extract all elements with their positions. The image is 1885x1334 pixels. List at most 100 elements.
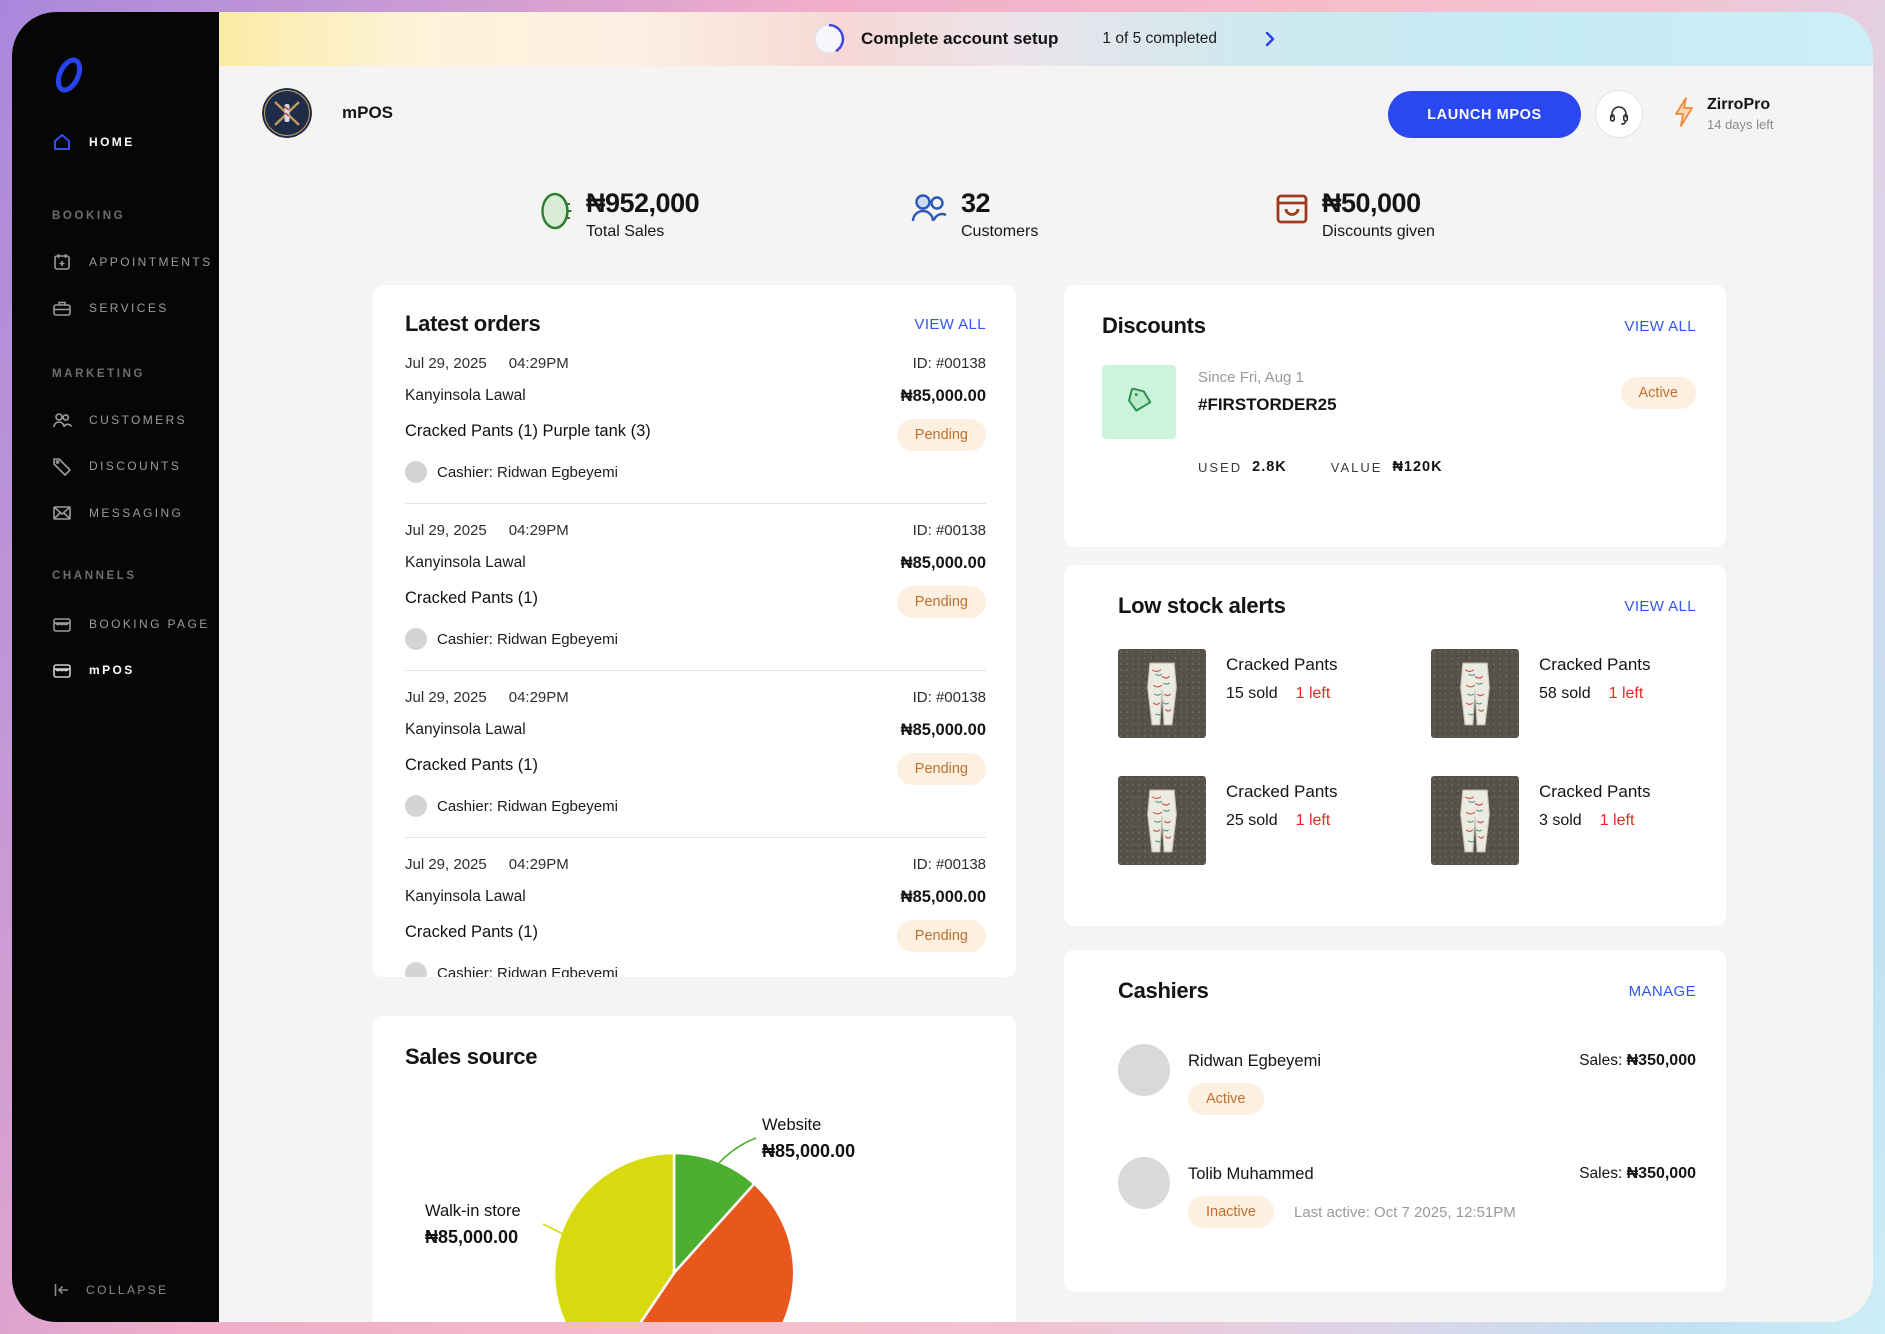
card-title: Cashiers	[1118, 978, 1209, 1003]
collapse-label: COLLAPSE	[86, 1283, 169, 1297]
sidebar-item-booking-page[interactable]: BOOKING PAGE	[52, 614, 210, 634]
discount-item[interactable]: Since Fri, Aug 1 #FIRSTORDER25 USED 2.8K…	[1102, 365, 1696, 475]
order-id: ID: #00138	[912, 856, 986, 873]
sidebar-item-label: APPOINTMENTS	[89, 255, 213, 269]
order-date: Jul 29, 2025	[405, 689, 487, 706]
stock-item: Cracked Pants 58 sold 1 left	[1431, 649, 1696, 738]
order-row[interactable]: Jul 29, 2025 04:29PM Kanyinsola Lawal Cra…	[405, 504, 986, 671]
support-button[interactable]	[1595, 90, 1643, 138]
order-row[interactable]: Jul 29, 2025 04:29PM Kanyinsola Lawal Cra…	[405, 337, 986, 504]
value-label: VALUE	[1330, 459, 1383, 475]
lightning-icon	[1671, 96, 1697, 128]
product-image	[1431, 776, 1519, 865]
card-title: Sales source	[405, 1044, 538, 1069]
cashiers-card: Cashiers MANAGE Ridwan Egbeyemi Active S…	[1064, 950, 1726, 1292]
pie-slice-other	[639, 1182, 796, 1322]
merchant-avatar[interactable]	[262, 88, 312, 138]
collapse-icon	[52, 1280, 72, 1300]
order-cashier: Cashier: Ridwan Egbeyemi	[437, 964, 618, 978]
sidebar-item-messaging[interactable]: MESSAGING	[52, 503, 183, 523]
envelope-icon	[52, 503, 72, 523]
order-time: 04:29PM	[508, 856, 569, 873]
account-setup-banner[interactable]: Complete account setup 1 of 5 completed	[219, 12, 1873, 66]
stat-value: 32	[961, 188, 991, 218]
tag-icon	[52, 456, 72, 476]
stat-customers: 32 Customers	[909, 190, 1038, 241]
sidebar-item-services[interactable]: SERVICES	[52, 298, 169, 318]
brand-logo-icon[interactable]	[48, 52, 90, 98]
order-customer: Kanyinsola Lawal	[405, 888, 526, 905]
storefront-icon	[52, 660, 72, 680]
order-row[interactable]: Jul 29, 2025 04:29PM Kanyinsola Lawal Cra…	[405, 671, 986, 838]
sidebar-item-discounts[interactable]: DISCOUNTS	[52, 456, 181, 476]
pie-label-walk-in: Walk-in store ₦85,000.00	[425, 1202, 521, 1248]
sidebar-item-label: HOME	[89, 135, 135, 149]
product-image	[1118, 776, 1206, 865]
cashier-name: Ridwan Egbeyemi	[1188, 1052, 1321, 1070]
cashier-status-badge: Inactive	[1188, 1196, 1274, 1228]
chevron-right-icon[interactable]	[1261, 30, 1279, 48]
order-status-badge: Pending	[896, 419, 986, 451]
order-row[interactable]: Jul 29, 2025 04:29PM Kanyinsola Lawal Cra…	[405, 838, 986, 977]
sidebar-item-customers[interactable]: CUSTOMERS	[52, 410, 187, 430]
sidebar-item-mpos[interactable]: mPOS	[52, 660, 135, 680]
stat-label: Customers	[961, 223, 1039, 240]
order-amount: ₦85,000.00	[900, 387, 986, 405]
pie-label-website: Website ₦85,000.00	[762, 1116, 855, 1162]
avatar	[1118, 1157, 1170, 1209]
cashiers-manage-link[interactable]: MANAGE	[1628, 982, 1696, 1000]
sidebar-section-booking: BOOKING	[52, 210, 126, 222]
callout-line-walk-in	[542, 1223, 568, 1237]
briefcase-icon	[52, 298, 72, 318]
order-cashier: Cashier: Ridwan Egbeyemi	[437, 797, 618, 815]
launch-mpos-button[interactable]: LAUNCH MPOS	[1388, 91, 1581, 138]
order-cashier: Cashier: Ridwan Egbeyemi	[437, 630, 618, 648]
product-sold: 3 sold	[1539, 812, 1582, 829]
pie-slice-walk-in	[552, 1151, 676, 1322]
plan-name: ZirroPro	[1707, 96, 1771, 113]
product-sold: 25 sold	[1226, 812, 1278, 829]
discount-status-badge: Active	[1620, 377, 1696, 409]
sidebar-section-marketing: MARKETING	[52, 368, 146, 380]
sales-value: ₦350,000	[1626, 1165, 1696, 1182]
sidebar-item-appointments[interactable]: APPOINTMENTS	[52, 252, 212, 272]
avatar	[1118, 1044, 1170, 1096]
storefront-icon	[52, 614, 72, 634]
card-title: Low stock alerts	[1118, 593, 1286, 618]
cashier-avatar	[405, 962, 427, 977]
home-icon	[52, 132, 72, 152]
sidebar-item-label: mPOS	[89, 663, 135, 677]
app-window: HOME BOOKING APPOINTMENTS SERVICES MARKE…	[12, 12, 1873, 1322]
latest-orders-view-all-link[interactable]: VIEW ALL	[914, 315, 986, 333]
order-customer: Kanyinsola Lawal	[405, 721, 526, 738]
plan-widget[interactable]: ZirroPro 14 days left	[1671, 96, 1774, 132]
cashier-avatar	[405, 795, 427, 817]
low-stock-view-all-link[interactable]: VIEW ALL	[1624, 597, 1696, 615]
order-status-badge: Pending	[896, 586, 986, 618]
discount-code: #FIRSTORDER25	[1198, 395, 1337, 414]
sidebar-item-home[interactable]: HOME	[52, 132, 135, 152]
shopping-bag-icon	[1274, 190, 1310, 228]
product-name: Cracked Pants	[1226, 655, 1338, 674]
discounts-card: Discounts VIEW ALL Since Fri, Aug 1 #FIR…	[1064, 285, 1726, 547]
order-items: Cracked Pants (1) Purple tank (3)	[405, 422, 651, 440]
card-title: Discounts	[1102, 313, 1206, 338]
order-items: Cracked Pants (1)	[405, 589, 538, 607]
stat-discounts-given: ₦50,000 Discounts given	[1274, 190, 1435, 241]
customers-icon	[52, 410, 72, 430]
collapse-sidebar-button[interactable]: COLLAPSE	[52, 1280, 169, 1300]
product-image	[1431, 649, 1519, 738]
coin-icon	[538, 190, 574, 232]
banner-progress: 1 of 5 completed	[1102, 30, 1218, 47]
pie-slice-website	[672, 1151, 757, 1277]
cashier-name: Tolib Muhammed	[1188, 1165, 1314, 1183]
cashier-avatar	[405, 628, 427, 650]
product-sold: 58 sold	[1539, 685, 1591, 702]
order-date: Jul 29, 2025	[405, 522, 487, 539]
order-time: 04:29PM	[508, 355, 569, 372]
discounts-view-all-link[interactable]: VIEW ALL	[1624, 317, 1696, 335]
stat-value: ₦50,000	[1322, 188, 1421, 218]
order-cashier: Cashier: Ridwan Egbeyemi	[437, 463, 618, 481]
sidebar-item-label: MESSAGING	[89, 506, 184, 520]
